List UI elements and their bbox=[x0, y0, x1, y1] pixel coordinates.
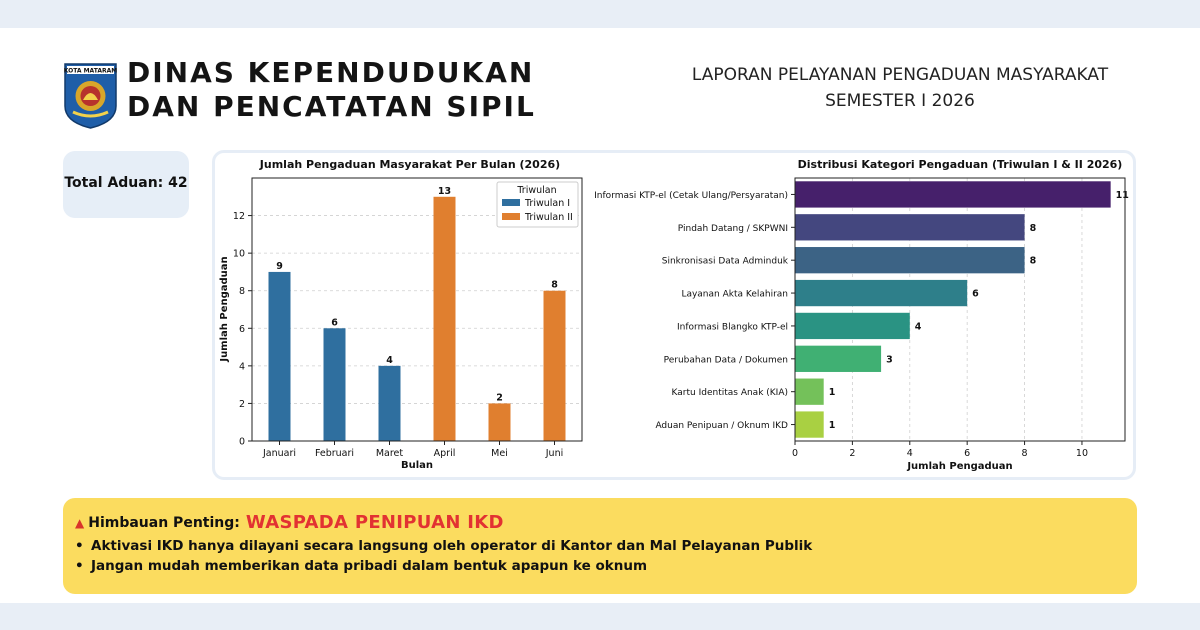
y-tick-label: 10 bbox=[233, 249, 245, 260]
total-complaints-card: Total Aduan: 42 bbox=[63, 151, 189, 218]
y-tick-label: 2 bbox=[239, 399, 245, 410]
bar bbox=[323, 328, 346, 441]
y-tick-label: 8 bbox=[239, 286, 245, 297]
category-label: Informasi KTP-el (Cetak Ulang/Persyarata… bbox=[594, 191, 788, 201]
x-tick-label: 4 bbox=[907, 448, 913, 459]
bar bbox=[488, 403, 511, 441]
monthly-complaints-chart: Jumlah Pengaduan Masyarakat Per Bulan (2… bbox=[219, 158, 583, 471]
report-title-line2: SEMESTER I 2026 bbox=[825, 91, 975, 111]
bar bbox=[795, 345, 882, 372]
category-label: Informasi Blangko KTP-el bbox=[677, 322, 788, 332]
chart-legend: Triwulan Triwulan I Triwulan II bbox=[496, 181, 579, 228]
logo-text: KOTA MATARAM bbox=[64, 68, 118, 75]
legend-swatch-triwulan-1 bbox=[502, 199, 520, 206]
total-complaints-label: Total Aduan: 42 bbox=[64, 175, 188, 191]
report-title: LAPORAN PELAYANAN PENGADUAN MASYARAKAT S… bbox=[660, 62, 1140, 114]
notice-label: Himbauan Penting: bbox=[88, 514, 240, 531]
category-label: Layanan Akta Kelahiran bbox=[681, 290, 788, 300]
category-label: Perubahan Data / Dokumen bbox=[664, 355, 788, 365]
y-axis-label: Jumlah Pengaduan bbox=[219, 256, 230, 362]
x-tick-label: 2 bbox=[849, 448, 855, 459]
x-tick-label: 10 bbox=[1076, 448, 1088, 459]
y-tick-label: 0 bbox=[239, 437, 245, 448]
bar bbox=[795, 279, 968, 307]
bar-value-label: 1 bbox=[829, 387, 836, 398]
bar bbox=[795, 378, 824, 405]
x-tick-label: Mei bbox=[491, 448, 508, 459]
notice-header: ▲ Himbauan Penting: WASPADA PENIPUAN IKD bbox=[75, 512, 504, 533]
category-label: Sinkronisasi Data Adminduk bbox=[662, 257, 789, 267]
x-tick-label: Maret bbox=[376, 448, 404, 459]
city-emblem-icon: KOTA MATARAM bbox=[64, 63, 118, 129]
x-tick-label: April bbox=[434, 448, 456, 459]
bar bbox=[795, 214, 1025, 241]
agency-title: DINAS KEPENDUDUKAN DAN PENCATATAN SIPIL bbox=[127, 56, 536, 124]
x-tick-label: 6 bbox=[964, 448, 970, 459]
x-tick-label: Februari bbox=[315, 448, 354, 459]
bar bbox=[795, 247, 1025, 274]
plot-frame bbox=[794, 177, 1126, 442]
legend-title: Triwulan bbox=[516, 185, 556, 196]
plot-frame bbox=[251, 177, 583, 442]
category-label: Pindah Datang / SKPWNI bbox=[678, 224, 788, 234]
category-label: Kartu Identitas Anak (KIA) bbox=[672, 388, 788, 398]
x-tick-label: Juni bbox=[545, 448, 563, 459]
category-distribution-chart: Distribusi Kategori Pengaduan (Triwulan … bbox=[594, 158, 1129, 472]
y-tick-label: 6 bbox=[239, 324, 245, 335]
bar bbox=[268, 271, 291, 441]
bar-value-label: 1 bbox=[829, 420, 836, 431]
bar bbox=[543, 290, 566, 441]
bar bbox=[433, 196, 456, 441]
legend-label-triwulan-1: Triwulan I bbox=[524, 198, 570, 209]
bar-value-label: 4 bbox=[915, 321, 922, 332]
notice-title: WASPADA PENIPUAN IKD bbox=[245, 512, 504, 533]
bar-value-label: 13 bbox=[438, 186, 451, 197]
y-tick-label: 4 bbox=[239, 361, 245, 372]
bar-value-label: 4 bbox=[386, 355, 393, 366]
chart-title: Distribusi Kategori Pengaduan (Triwulan … bbox=[798, 158, 1123, 171]
bar bbox=[795, 181, 1111, 208]
warning-triangle-icon: ▲ bbox=[75, 515, 85, 530]
x-axis-label: Jumlah Pengaduan bbox=[906, 461, 1012, 472]
agency-title-line1: DINAS KEPENDUDUKAN bbox=[127, 56, 535, 89]
bar bbox=[795, 411, 824, 438]
notice-bullet: • Jangan mudah memberikan data pribadi da… bbox=[75, 558, 648, 574]
bar-value-label: 11 bbox=[1116, 190, 1129, 201]
legend-label-triwulan-2: Triwulan II bbox=[524, 212, 573, 223]
x-tick-label: Januari bbox=[262, 448, 296, 459]
bar-value-label: 6 bbox=[972, 289, 979, 300]
notice-bullet-text: Jangan mudah memberikan data pribadi dal… bbox=[91, 558, 648, 574]
chart-title: Jumlah Pengaduan Masyarakat Per Bulan (2… bbox=[259, 158, 560, 171]
bar-value-label: 2 bbox=[496, 392, 503, 403]
warning-notice: ▲ Himbauan Penting: WASPADA PENIPUAN IKD… bbox=[63, 498, 1137, 594]
y-tick-label: 12 bbox=[233, 211, 245, 222]
bar-value-label: 8 bbox=[1030, 256, 1037, 267]
bar-value-label: 9 bbox=[276, 261, 283, 272]
bar bbox=[795, 312, 910, 340]
bar bbox=[378, 365, 401, 441]
bar-value-label: 6 bbox=[331, 317, 338, 328]
x-tick-label: 8 bbox=[1022, 448, 1028, 459]
x-tick-label: 0 bbox=[792, 448, 798, 459]
bar-value-label: 3 bbox=[886, 354, 893, 365]
x-axis-label: Bulan bbox=[401, 460, 433, 471]
bar-value-label: 8 bbox=[551, 280, 558, 291]
bar-value-label: 8 bbox=[1030, 223, 1037, 234]
agency-title-line2: DAN PENCATATAN SIPIL bbox=[127, 90, 536, 123]
notice-bullet-text: Aktivasi IKD hanya dilayani secara langs… bbox=[91, 538, 813, 554]
category-label: Aduan Penipuan / Oknum IKD bbox=[655, 421, 788, 431]
notice-bullet: • Aktivasi IKD hanya dilayani secara lang… bbox=[75, 538, 813, 554]
report-title-line1: LAPORAN PELAYANAN PENGADUAN MASYARAKAT bbox=[691, 65, 1109, 85]
legend-swatch-triwulan-2 bbox=[502, 213, 520, 220]
